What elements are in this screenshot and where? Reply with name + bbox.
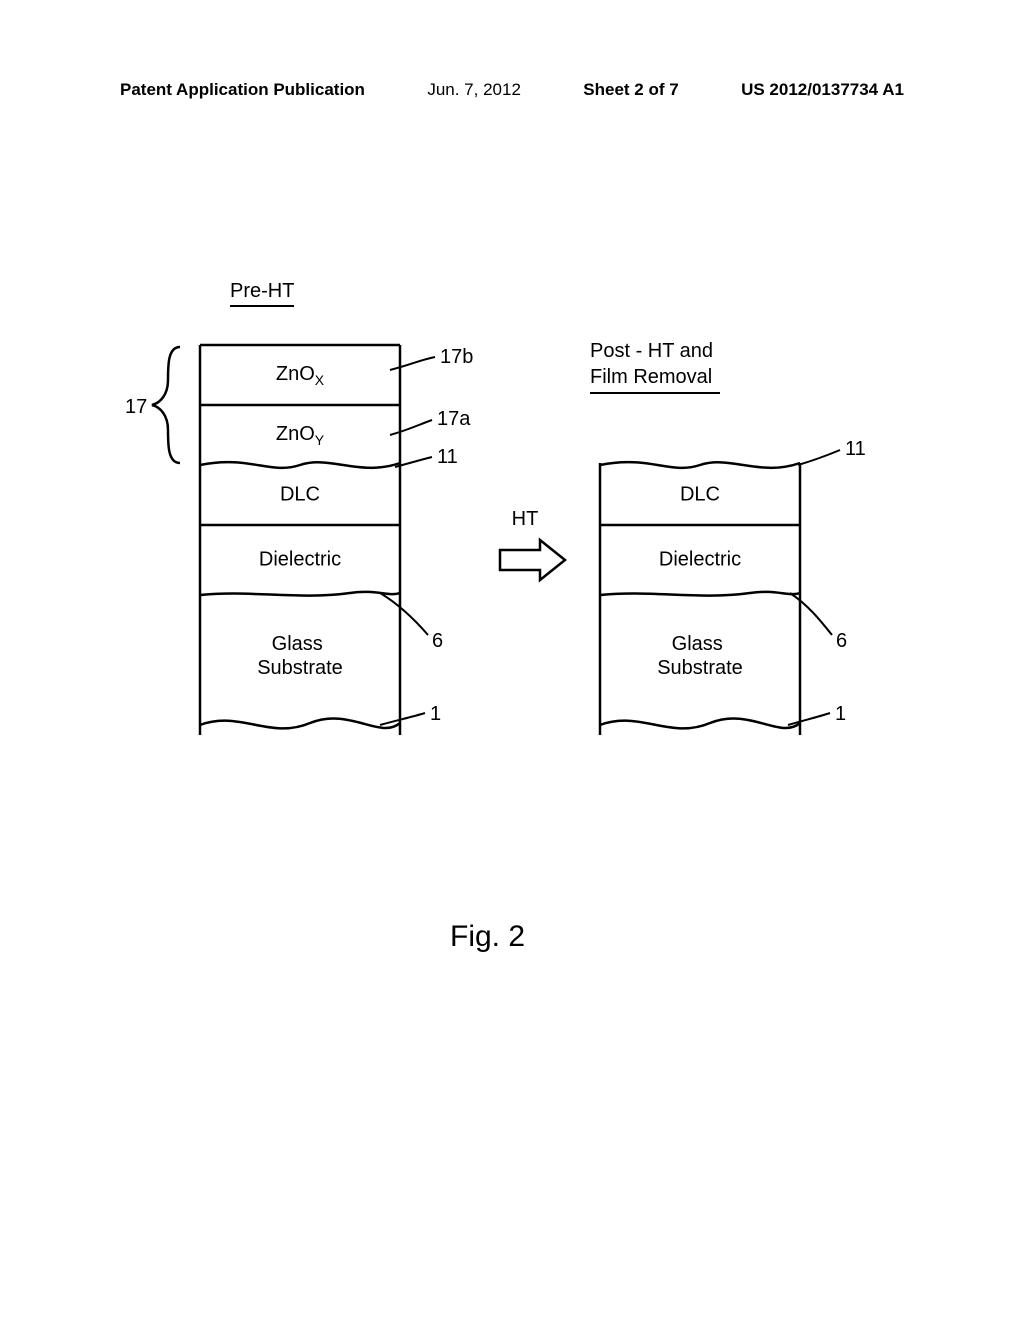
page-header: Patent Application Publication Jun. 7, 2… [0, 80, 1024, 100]
annot-1-left: 1 [430, 703, 441, 725]
annot-11-left: 11 [437, 446, 458, 468]
annot-6-right: 6 [836, 630, 847, 652]
diagram-svg: ZnOX ZnOY DLC Dielectric Glass Substrate… [100, 335, 920, 835]
ht-label: HT [512, 508, 539, 530]
annot-17: 17 [125, 396, 147, 418]
annot-17b: 17b [440, 346, 473, 368]
layer-dielectric-right: Dielectric [659, 548, 741, 570]
annot-17a: 17a [437, 408, 471, 430]
header-left: Patent Application Publication [120, 80, 365, 100]
header-date: Jun. 7, 2012 [427, 80, 521, 100]
annot-1-right: 1 [835, 703, 846, 725]
annot-6-left: 6 [432, 630, 443, 652]
layer-znoy: ZnOY [276, 423, 325, 447]
layer-dlc-right: DLC [680, 483, 720, 505]
layer-dlc-left: DLC [280, 483, 320, 505]
pre-ht-label: Pre-HT [230, 280, 294, 307]
layer-glass-left: Glass Substrate [257, 633, 343, 679]
layer-glass-right: Glass Substrate [657, 633, 743, 679]
layer-dielectric-left: Dielectric [259, 548, 341, 570]
header-pubno: US 2012/0137734 A1 [741, 80, 904, 100]
annot-11-right: 11 [845, 438, 866, 460]
figure-caption: Fig. 2 [450, 920, 525, 954]
ht-arrow-icon [500, 540, 565, 580]
layer-znox: ZnOX [276, 363, 325, 387]
header-sheet: Sheet 2 of 7 [583, 80, 678, 100]
